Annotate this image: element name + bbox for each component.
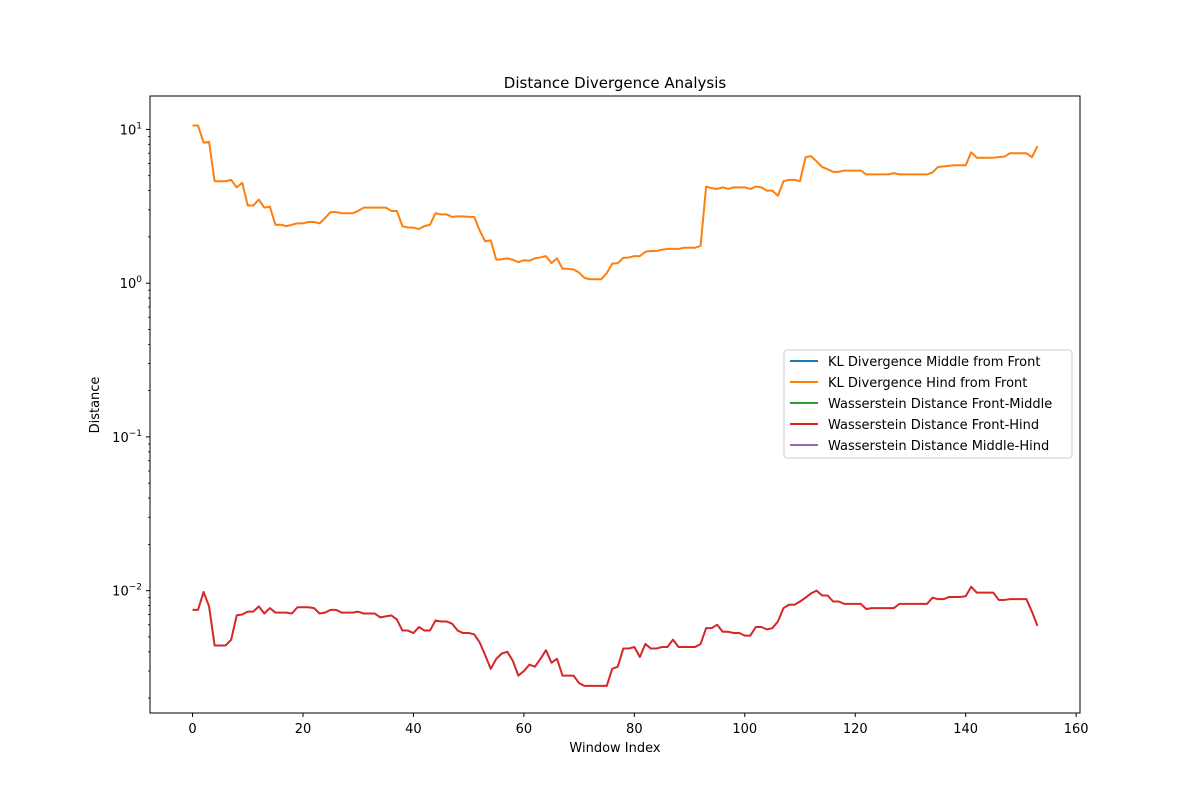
x-axis-ticks: 0 20 40 60 80 100 120 140 160	[188, 713, 1089, 737]
legend-label-3: Wasserstein Distance Front-Hind	[828, 418, 1039, 433]
y-tick-label: 100	[120, 275, 143, 292]
legend: KL Divergence Middle from Front KL Diverg…	[783, 349, 1073, 459]
x-axis-label: Window Index	[569, 741, 660, 756]
series-line-1	[192, 124, 1039, 281]
y-tick-label: 101	[120, 121, 142, 138]
x-tick-label: 0	[188, 722, 196, 737]
series-lines	[192, 124, 1039, 687]
x-tick-label: 140	[953, 722, 978, 737]
x-tick-label: 100	[732, 722, 757, 737]
x-tick-label: 80	[626, 722, 643, 737]
x-tick-label: 60	[516, 722, 533, 737]
y-axis-label: Distance	[88, 377, 103, 434]
legend-label-0: KL Divergence Middle from Front	[828, 355, 1040, 370]
x-tick-label: 20	[295, 722, 312, 737]
chart-title: Distance Divergence Analysis	[504, 74, 727, 92]
plot-frame	[149, 95, 1081, 714]
legend-label-2: Wasserstein Distance Front-Middle	[828, 397, 1052, 412]
legend-box	[783, 349, 1073, 459]
y-axis-ticks: 10−2 10−1 100 101	[112, 121, 150, 699]
legend-label-4: Wasserstein Distance Middle-Hind	[828, 439, 1049, 454]
x-tick-label: 160	[1064, 722, 1089, 737]
x-tick-label: 40	[405, 722, 422, 737]
y-tick-label: 10−2	[112, 583, 142, 600]
y-tick-label: 10−1	[112, 429, 142, 446]
series-line-3	[192, 585, 1039, 687]
x-tick-label: 120	[843, 722, 868, 737]
legend-label-1: KL Divergence Hind from Front	[828, 376, 1027, 391]
